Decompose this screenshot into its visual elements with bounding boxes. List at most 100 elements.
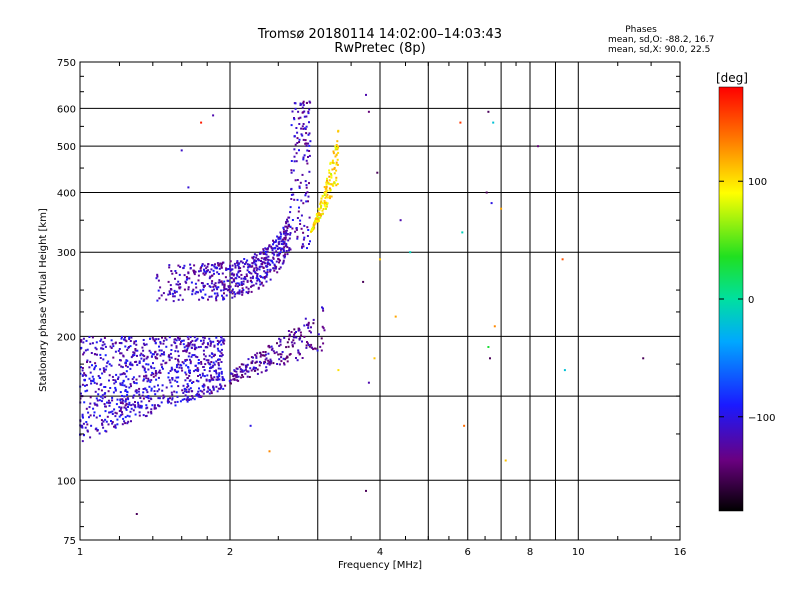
data-point [308,121,310,124]
data-point [293,342,296,345]
data-point [114,379,117,382]
data-point [96,353,98,356]
data-point [185,278,188,281]
data-point [220,289,223,292]
data-point [301,245,304,248]
data-point [308,144,311,147]
data-point [335,144,338,146]
data-point [104,345,107,348]
data-point [140,357,143,360]
data-point [128,403,130,406]
data-point [175,391,178,394]
data-point [121,394,123,397]
data-point [161,366,163,369]
data-point [165,386,168,389]
data-point [208,271,211,274]
data-point [124,400,127,403]
data-point [213,353,216,356]
data-point [94,362,97,365]
data-point [269,268,272,271]
data-point [201,372,204,375]
data-point [144,371,147,374]
data-point [170,344,173,347]
data-point [168,290,171,293]
data-point [229,276,232,279]
data-point [287,223,290,226]
data-point [107,423,110,426]
data-point [119,359,121,362]
data-point [284,253,287,256]
data-point [168,336,171,339]
data-point [217,286,220,289]
data-point [119,383,122,386]
data-point [112,345,115,348]
data-point [199,373,201,376]
data-point [245,273,248,276]
data-point [94,353,97,356]
data-point [109,387,112,389]
data-point [187,345,190,348]
data-point [191,339,194,342]
data-point [290,160,293,162]
data-point [216,378,219,381]
data-point [167,372,170,375]
data-point [142,354,145,357]
data-point [281,247,284,250]
data-point [278,363,281,366]
data-point [310,331,312,334]
data-point [89,402,92,405]
data-point [174,401,177,404]
data-point [301,243,304,246]
data-point [129,383,132,386]
data-point [212,340,215,343]
data-point [119,407,122,410]
data-point [216,288,219,291]
data-point [229,264,231,267]
data-point [121,402,124,405]
data-point [301,125,304,128]
data-point [250,265,253,268]
data-point [255,256,258,259]
data-point [213,288,215,291]
data-point [119,391,122,394]
data-point [179,286,182,289]
data-point [208,337,211,340]
data-point [184,360,187,362]
data-point [101,344,104,347]
colorbar-label: [deg] [716,71,748,85]
data-point [278,258,280,261]
data-point [260,260,262,262]
data-point [254,260,257,263]
data-point [195,379,198,382]
data-point [121,411,123,414]
data-point [323,200,326,202]
data-point [228,379,231,382]
data-point [217,364,220,367]
data-point [133,354,136,357]
data-point [268,262,271,265]
data-point [198,298,201,301]
data-point [293,333,296,336]
data-point [208,388,211,391]
data-point [145,389,148,392]
data-point [119,373,122,376]
data-point [94,346,97,349]
data-point [308,100,311,103]
data-point [294,179,297,182]
data-point [211,264,214,266]
data-point [321,209,324,212]
data-point [218,378,221,381]
data-point [197,359,200,361]
data-point [127,398,130,401]
data-point [487,110,490,113]
data-point [289,206,292,209]
data-point [305,144,308,147]
data-point [220,361,223,363]
data-point [312,223,315,226]
data-point [241,287,244,290]
data-point [152,338,155,341]
data-point [81,426,84,429]
data-point [93,411,96,414]
data-point [202,349,205,352]
data-point [95,416,98,419]
